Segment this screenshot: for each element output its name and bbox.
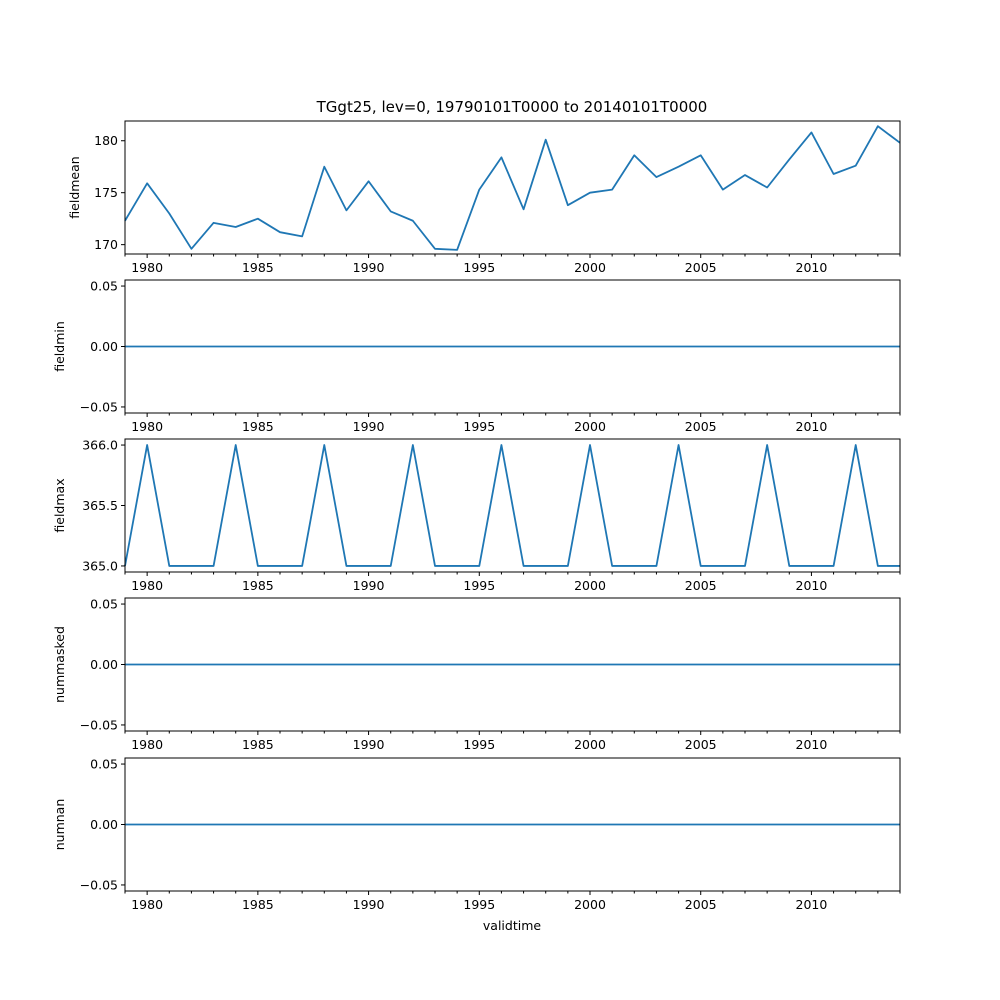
x-tick-label: 1995 <box>463 578 495 593</box>
y-tick-label: 366.0 <box>82 438 118 453</box>
x-tick-label: 1985 <box>242 260 274 275</box>
x-tick-label: 2010 <box>796 737 828 752</box>
x-tick-label: 2000 <box>574 578 606 593</box>
x-tick-label: 1980 <box>131 737 163 752</box>
x-tick-label: 2005 <box>685 737 717 752</box>
series-line-fieldmean <box>124 125 901 251</box>
x-tick-label: 2000 <box>574 419 606 434</box>
y-axis-label-numnan: numnan <box>52 799 67 851</box>
x-tick-label: 1985 <box>242 419 274 434</box>
x-tick-label: 1980 <box>131 897 163 912</box>
y-tick-label: 0.00 <box>90 657 118 672</box>
x-tick-label: 2005 <box>685 578 717 593</box>
subplot-fieldmin: 1980 1985 1990 1995 2000 2005 2010 0.05 0.00 −0.0… <box>52 279 901 434</box>
figure-title: TGgt25, lev=0, 19790101T0000 to 20140101… <box>316 98 708 116</box>
y-tick-label: 0.05 <box>90 597 118 612</box>
subplot-numnan: 1980 1985 1990 1995 2000 2005 2010 0.05 0.00 −0.0… <box>52 757 901 912</box>
x-tick-label: 2010 <box>796 578 828 593</box>
subplot-stack: 1980 1985 1990 1995 2000 2005 2010 170 175 180 fie… <box>52 120 901 912</box>
y-axis-label-fieldmax: fieldmax <box>52 478 67 532</box>
subplot-fieldmean: 1980 1985 1990 1995 2000 2005 2010 170 175 180 fie… <box>67 120 901 275</box>
x-tick-label: 1985 <box>242 897 274 912</box>
x-tick-label: 2010 <box>796 419 828 434</box>
x-tick-label: 2005 <box>685 260 717 275</box>
y-axis-label-fieldmin: fieldmin <box>52 321 67 372</box>
y-tick-label: −0.05 <box>80 877 118 892</box>
y-tick-label: 0.05 <box>90 757 118 772</box>
x-tick-label: 1995 <box>463 897 495 912</box>
x-tick-label: 1985 <box>242 578 274 593</box>
series-line-fieldmax <box>124 444 900 567</box>
x-axis-label: validtime <box>483 918 541 933</box>
x-tick-label: 1990 <box>353 578 385 593</box>
y-tick-label: 365.5 <box>82 498 118 513</box>
y-tick-label: 0.05 <box>90 279 118 294</box>
subplot-fieldmax: 1980 1985 1990 1995 2000 2005 2010 366.0 365.5 36… <box>52 438 901 593</box>
x-tick-label: 1980 <box>131 578 163 593</box>
x-tick-label: 2000 <box>574 737 606 752</box>
y-tick-label: −0.05 <box>80 399 118 414</box>
y-tick-label: 170 <box>94 237 118 252</box>
x-tick-label: 1995 <box>463 419 495 434</box>
y-axis-label-nummasked: nummasked <box>52 626 67 703</box>
y-tick-label: 365.0 <box>82 558 118 573</box>
subplot-nummasked: 1980 1985 1990 1995 2000 2005 2010 0.05 0.00 −0.0… <box>52 597 901 752</box>
x-tick-label: 1990 <box>353 897 385 912</box>
y-tick-label: −0.05 <box>80 717 118 732</box>
x-tick-label: 1980 <box>131 419 163 434</box>
y-tick-label: 175 <box>94 185 118 200</box>
y-tick-label: 0.00 <box>90 339 118 354</box>
x-tick-label: 2005 <box>685 897 717 912</box>
axes-frame <box>124 120 901 255</box>
x-tick-label: 2010 <box>796 897 828 912</box>
x-tick-label: 1995 <box>463 737 495 752</box>
x-tick-label: 2000 <box>574 260 606 275</box>
x-tick-label: 1990 <box>353 419 385 434</box>
x-tick-label: 1980 <box>131 260 163 275</box>
y-axis-label-fieldmean: fieldmean <box>67 156 82 218</box>
x-tick-label: 1995 <box>463 260 495 275</box>
y-tick-label: 180 <box>94 133 118 148</box>
y-tick-label: 0.00 <box>90 817 118 832</box>
x-tick-label: 2005 <box>685 419 717 434</box>
x-tick-label: 2010 <box>796 260 828 275</box>
x-tick-label: 1990 <box>353 260 385 275</box>
x-tick-label: 1990 <box>353 737 385 752</box>
x-tick-label: 1985 <box>242 737 274 752</box>
x-tick-label: 2000 <box>574 897 606 912</box>
